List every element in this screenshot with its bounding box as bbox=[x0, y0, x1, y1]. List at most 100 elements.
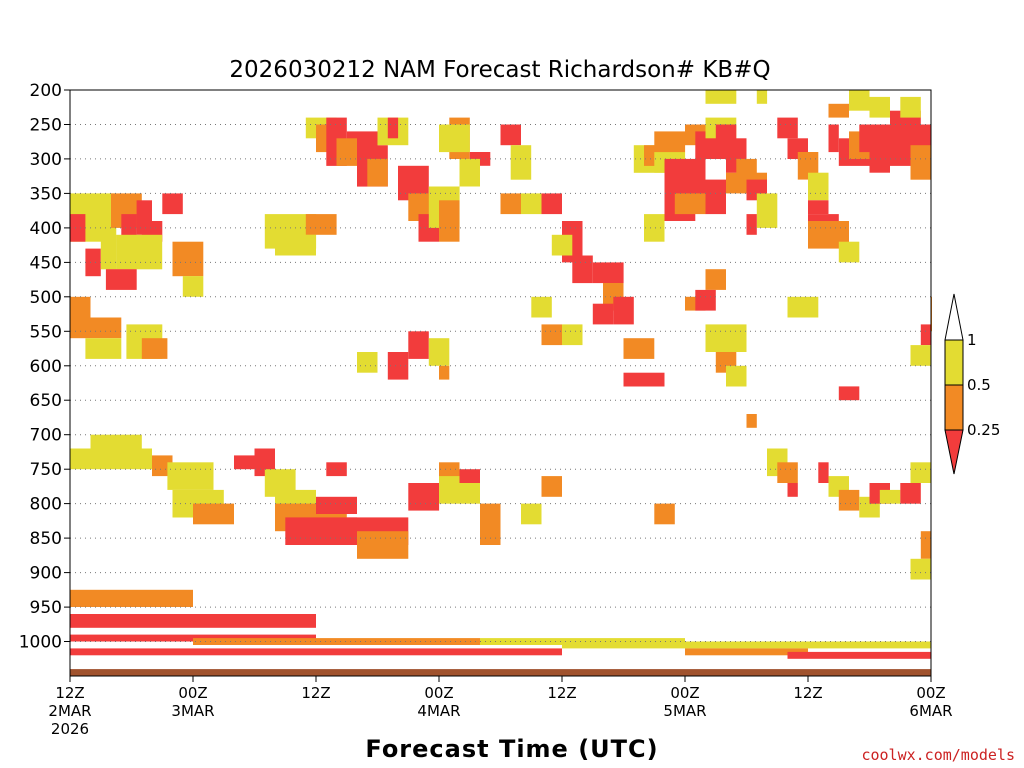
legend-swatch bbox=[944, 384, 964, 431]
heatmap-cell bbox=[787, 483, 798, 497]
heatmap-cell bbox=[336, 138, 357, 166]
y-tick-label: 200 bbox=[30, 81, 62, 101]
heatmap-cell bbox=[654, 131, 686, 153]
surface-band bbox=[70, 589, 193, 607]
heatmap-cell bbox=[838, 241, 860, 263]
x-axis-label: Forecast Time (UTC) bbox=[365, 735, 658, 763]
heatmap-cell bbox=[480, 503, 501, 545]
x-tick-label: 2026 bbox=[51, 720, 89, 738]
heatmap-cell bbox=[500, 124, 521, 146]
heatmap-cell bbox=[705, 269, 726, 290]
heatmap-cell bbox=[705, 90, 737, 104]
legend-swatch bbox=[944, 339, 964, 386]
x-tick-label: 00Z bbox=[916, 684, 945, 702]
legend-label: 0.25 bbox=[967, 421, 1000, 439]
heatmap-cell bbox=[428, 338, 450, 366]
heatmap-cell bbox=[828, 103, 849, 118]
y-tick-label: 950 bbox=[30, 598, 62, 618]
heatmap-cell bbox=[869, 96, 890, 118]
legend: 1 0.5 0.25 bbox=[944, 293, 1000, 475]
y-axis: 200 250 300 350 400 450 500 550 600 650 700 750 800 8… bbox=[19, 81, 70, 653]
heatmap-cell bbox=[746, 414, 757, 428]
heatmap-cell bbox=[808, 200, 829, 215]
heatmap-cell bbox=[141, 338, 168, 359]
heatmap-cell bbox=[726, 365, 747, 387]
y-tick-label: 900 bbox=[30, 564, 62, 584]
heatmap-cell bbox=[500, 193, 521, 215]
x-tick-label: 00Z bbox=[424, 684, 453, 702]
heatmap-cell bbox=[70, 317, 122, 339]
y-tick-label: 600 bbox=[30, 357, 62, 377]
y-tick-label: 300 bbox=[30, 150, 62, 170]
chart-title: 2026030212 NAM Forecast Richardson# KB#Q bbox=[229, 57, 770, 83]
heatmap-cell bbox=[705, 324, 747, 352]
x-tick-label: 12Z bbox=[547, 684, 576, 702]
heatmap-cell bbox=[746, 214, 757, 235]
heatmap-cell bbox=[838, 489, 860, 511]
surface-band bbox=[70, 634, 316, 642]
heatmap-cell bbox=[531, 296, 552, 318]
heatmap-cell bbox=[623, 338, 655, 359]
y-tick-label: 250 bbox=[30, 116, 62, 136]
y-tick-label: 1000 bbox=[19, 633, 62, 653]
heatmap-cell bbox=[562, 324, 583, 346]
heatmap-cell bbox=[849, 90, 870, 111]
y-tick-label: 700 bbox=[30, 426, 62, 446]
x-tick-label: 2MAR bbox=[48, 702, 91, 720]
heatmap-cell bbox=[326, 462, 347, 477]
heatmap-cell bbox=[572, 255, 593, 284]
y-tick-label: 750 bbox=[30, 460, 62, 480]
heatmap-cell bbox=[654, 503, 675, 525]
heatmap-cell bbox=[910, 558, 931, 580]
heatmap-cell bbox=[172, 241, 204, 277]
heatmap-cell bbox=[510, 145, 532, 180]
heatmap-cell bbox=[439, 365, 450, 380]
heatmap-cell bbox=[357, 531, 409, 559]
heatmap-cell bbox=[910, 462, 931, 483]
y-tick-label: 650 bbox=[30, 391, 62, 411]
plot-frame bbox=[69, 89, 932, 677]
heatmap-cell bbox=[592, 303, 614, 325]
heatmap-cell bbox=[439, 124, 470, 153]
credit-text: coolwx.com/models bbox=[861, 746, 1015, 764]
heatmap-cell bbox=[70, 214, 86, 242]
heatmap-cell bbox=[100, 227, 117, 270]
heatmap-cell bbox=[910, 145, 931, 180]
y-tick-label: 550 bbox=[30, 322, 62, 342]
heatmap-cell bbox=[787, 296, 819, 318]
x-tick-label: 00Z bbox=[178, 684, 207, 702]
y-tick-label: 350 bbox=[30, 184, 62, 204]
heatmap-cell bbox=[541, 193, 562, 215]
x-tick-label: 00Z bbox=[670, 684, 699, 702]
surface-band bbox=[70, 614, 316, 628]
heatmap-cell bbox=[623, 372, 665, 387]
heatmap-cell bbox=[408, 483, 440, 511]
surface-band bbox=[787, 651, 931, 659]
heatmap-cell bbox=[459, 469, 480, 483]
heatmap-cell bbox=[387, 352, 409, 380]
heatmap-cell bbox=[756, 90, 768, 104]
heatmap-cell bbox=[674, 193, 706, 215]
heatmap-cell bbox=[521, 193, 542, 215]
legend-swatch-top bbox=[944, 293, 964, 341]
heatmap-cell bbox=[439, 200, 460, 242]
heatmap-cell bbox=[182, 276, 204, 297]
heatmap-cell bbox=[910, 345, 931, 366]
heatmap-cell bbox=[305, 214, 337, 235]
heatmap-cell bbox=[879, 489, 901, 504]
heatmap-cell bbox=[70, 296, 91, 318]
heatmap-cell bbox=[234, 455, 255, 470]
x-tick-label: 12Z bbox=[301, 684, 330, 702]
heatmap-cell bbox=[167, 462, 214, 490]
legend-swatch-bottom bbox=[944, 429, 964, 475]
heatmap-cell bbox=[85, 338, 122, 359]
y-tick-label: 800 bbox=[30, 495, 62, 515]
heatmap-cell bbox=[105, 269, 137, 290]
heatmap-cell bbox=[705, 179, 726, 215]
heatmap-cell bbox=[521, 503, 542, 525]
heatmap-cell bbox=[285, 517, 358, 545]
heatmap-cell bbox=[152, 455, 173, 477]
heatmap-cell bbox=[90, 434, 142, 456]
heatmap-cell bbox=[808, 172, 829, 201]
